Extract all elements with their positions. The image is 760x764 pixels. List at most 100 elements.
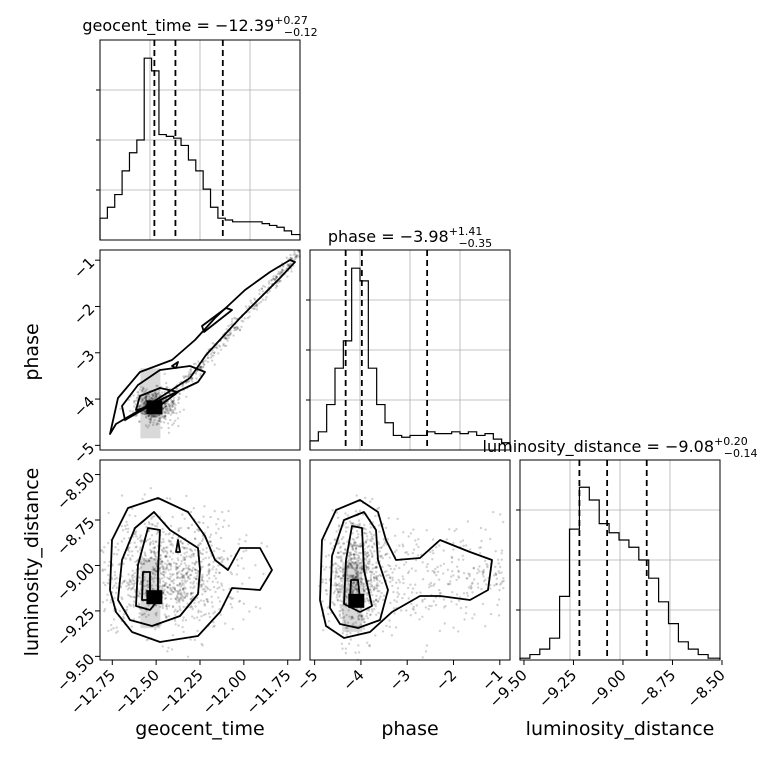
phase-geocent-sample-point — [232, 334, 235, 337]
phase-geocent-sample-point — [202, 361, 205, 364]
phase-geocent-sample-point — [145, 416, 148, 419]
lumdist-geocent-sample-point — [145, 560, 149, 563]
lumdist-geocent-sample-point — [238, 538, 241, 541]
lumdist-geocent-sample-point — [198, 551, 202, 554]
lumdist-phase-sample-point — [359, 623, 362, 626]
lumdist-geocent-sample-point — [167, 569, 170, 572]
lumdist-geocent-sample-point — [189, 573, 193, 577]
phase-geocent-sample-point — [141, 402, 144, 406]
lumdist-phase-sample-point — [334, 567, 338, 570]
lumdist-phase-sample-point — [364, 528, 368, 531]
lumdist-geocent-sample-point — [165, 607, 169, 611]
lumdist-geocent-sample-point — [173, 588, 177, 592]
lumdist-phase-sample-point — [423, 597, 427, 601]
lumdist-geocent-sample-point — [212, 621, 215, 624]
lumdist-geocent-sample-point — [143, 553, 147, 556]
luminosity-distance-title-main: luminosity_distance = −9.08 — [483, 437, 714, 457]
lumdist-geocent-sample-point — [172, 582, 175, 585]
phase-geocent-sample-point — [170, 409, 173, 412]
lumdist-geocent-sample-point — [192, 552, 195, 555]
lumdist-phase-sample-point — [415, 604, 418, 607]
lumdist-geocent-sample-point — [240, 557, 243, 560]
phase-geocent-sample-point — [156, 414, 159, 417]
lumdist-geocent-sample-point — [178, 605, 181, 608]
lumdist-phase-sample-point — [340, 537, 344, 541]
lumdist-geocent-sample-point — [158, 585, 161, 588]
lumdist-phase-sample-point — [372, 600, 375, 604]
lumdist-geocent-sample-point — [131, 507, 134, 510]
lumdist-geocent-sample-point — [175, 566, 179, 569]
lumdist-phase-sample-point — [355, 543, 358, 546]
lumdist-geocent-sample-point — [169, 524, 173, 528]
lumdist-phase-sample-point — [356, 570, 360, 573]
phase-geocent-sample-point — [197, 360, 200, 363]
lumdist-phase-sample-point — [374, 634, 377, 637]
phase-geocent-sample-point — [281, 270, 284, 273]
phase-geocent-sample-point — [222, 344, 225, 347]
lumdist-geocent-sample-point — [181, 595, 185, 598]
lumdist-geocent-sample-point — [161, 592, 165, 595]
phase-geocent-sample-point — [258, 292, 261, 296]
lumdist-phase-sample-point — [388, 576, 392, 580]
luminosity-distance-vs-phase-frame — [309, 459, 511, 661]
lumdist-phase-sample-point — [388, 625, 391, 629]
lumdist-phase-sample-point — [457, 558, 460, 561]
lumdist-phase-sample-point — [356, 574, 360, 577]
lumdist-phase-sample-point — [354, 651, 357, 654]
lumdist-geocent-sample-point — [137, 590, 141, 593]
phase-geocent-sample-point — [166, 386, 169, 389]
phase-geocent-sample-point — [138, 403, 141, 407]
lumdist-phase-sample-point — [403, 563, 406, 566]
lumdist-phase-sample-point — [355, 561, 358, 564]
phase-geocent-sample-point — [163, 391, 167, 394]
lumdist-phase-sample-point — [369, 582, 372, 586]
lumdist-phase-sample-point — [335, 596, 338, 599]
lumdist-phase-sample-point — [327, 554, 330, 557]
lumdist-phase-sample-point — [461, 554, 464, 557]
lumdist-geocent-sample-point — [201, 644, 204, 647]
phase-geocent-sample-point — [235, 326, 238, 329]
lumdist-geocent-sample-point — [139, 562, 143, 565]
lumdist-phase-sample-point — [477, 568, 480, 571]
phase-geocent-sample-point — [154, 394, 158, 397]
phase-geocent-sample-point — [296, 254, 299, 257]
lumdist-phase-sample-point — [354, 575, 357, 579]
lumdist-phase-sample-point — [363, 620, 366, 624]
phase-geocent-sample-point — [144, 415, 148, 418]
lumdist-geocent-sample-point — [122, 613, 126, 616]
lumdist-phase-sample-point — [382, 594, 386, 597]
lumdist-geocent-sample-point — [215, 568, 218, 571]
lumdist-geocent-sample-point — [244, 540, 247, 543]
lumdist-geocent-sample-point — [182, 556, 185, 559]
lumdist-geocent-sample-point — [183, 586, 186, 589]
lumdist-geocent-sample-point — [236, 558, 239, 561]
phase-geocent-sample-point — [154, 393, 158, 396]
lumdist-geocent-sample-point — [181, 575, 184, 578]
phase-geocent-sample-point — [155, 395, 158, 398]
lumdist-phase-sample-point — [453, 529, 456, 533]
luminosity-distance-histogram-step — [519, 486, 721, 660]
lumdist-geocent-sample-point — [138, 612, 141, 615]
lumdist-phase-sample-point — [452, 541, 455, 545]
phase-geocent-sample-point — [136, 396, 139, 399]
lumdist-geocent-sample-point — [200, 585, 204, 588]
lumdist-geocent-sample-point — [161, 560, 164, 563]
lumdist-phase-sample-point — [438, 592, 442, 595]
phase-geocent-sample-point — [171, 405, 174, 408]
lumdist-phase-sample-point — [462, 558, 465, 561]
lumdist-phase-sample-point — [354, 571, 358, 575]
phase-geocent-sample-point — [212, 354, 215, 357]
phase-geocent-sample-point — [168, 404, 171, 408]
phase-geocent-sample-point — [143, 412, 146, 416]
lumdist-geocent-sample-point — [173, 610, 176, 613]
phase-geocent-sample-point — [155, 394, 158, 398]
lumdist-geocent-sample-point — [169, 565, 173, 568]
lumdist-phase-sample-point — [431, 558, 434, 561]
lumdist-phase-sample-point — [373, 607, 376, 611]
lumdist-geocent-sample-point — [131, 550, 134, 553]
lumdist-phase-sample-point — [352, 582, 355, 585]
lumdist-phase-sample-point — [437, 578, 441, 581]
lumdist-geocent-sample-point — [176, 566, 180, 570]
lumdist-geocent-sample-point — [138, 536, 142, 539]
